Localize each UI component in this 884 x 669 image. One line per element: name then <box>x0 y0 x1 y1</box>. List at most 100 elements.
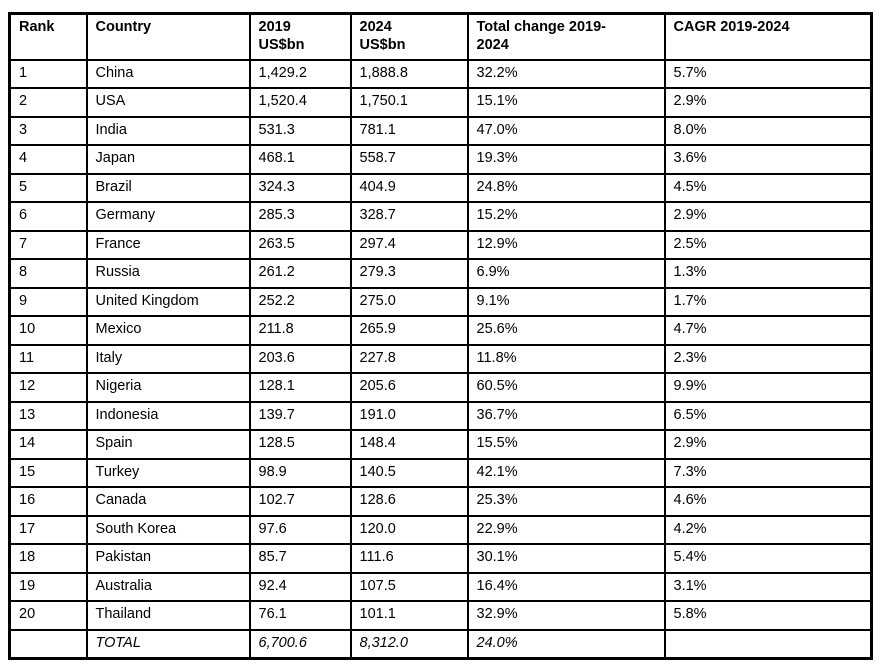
cell-total-change: 60.5% <box>466 372 666 403</box>
cell-y2019: 531.3 <box>248 115 352 146</box>
cell-cagr: 6.5% <box>663 400 873 431</box>
cell-cagr: 3.6% <box>663 144 873 175</box>
cell-cagr: 2.3% <box>663 343 873 374</box>
cell-y2024: 107.5 <box>349 571 469 602</box>
cell-rank: 3 <box>8 115 88 146</box>
cell-rank: 2 <box>8 87 88 118</box>
table-row: 4 Japan 468.1 558.7 19.3% 3.6% <box>8 144 873 175</box>
table-row: 9 United Kingdom 252.2 275.0 9.1% 1.7% <box>8 286 873 317</box>
column-header-cagr: CAGR 2019-2024 <box>663 12 873 61</box>
column-header-y2019: 2019 US$bn <box>248 12 352 61</box>
cell-y2024: 275.0 <box>349 286 469 317</box>
cell-y2024: 279.3 <box>349 258 469 289</box>
total-row: TOTAL 6,700.6 8,312.0 24.0% <box>8 628 873 659</box>
cell-country: Indonesia <box>85 400 251 431</box>
cell-rank: 9 <box>8 286 88 317</box>
cell-cagr: 9.9% <box>663 372 873 403</box>
cell-rank: 5 <box>8 172 88 203</box>
cell-rank: 11 <box>8 343 88 374</box>
cell-total-change: 9.1% <box>466 286 666 317</box>
cell-rank: 4 <box>8 144 88 175</box>
cell-total-change: 24.8% <box>466 172 666 203</box>
cell-y2024: 1,750.1 <box>349 87 469 118</box>
column-header-total-change: Total change 2019- 2024 <box>466 12 666 61</box>
table-row: 2 USA 1,520.4 1,750.1 15.1% 2.9% <box>8 87 873 118</box>
table-row: 15 Turkey 98.9 140.5 42.1% 7.3% <box>8 457 873 488</box>
cell-cagr <box>663 628 873 659</box>
cell-cagr: 4.2% <box>663 514 873 545</box>
table-row: 17 South Korea 97.6 120.0 22.9% 4.2% <box>8 514 873 545</box>
cell-country: Thailand <box>85 600 251 631</box>
cell-y2024: 404.9 <box>349 172 469 203</box>
cell-country: United Kingdom <box>85 286 251 317</box>
table-row: 20 Thailand 76.1 101.1 32.9% 5.8% <box>8 600 873 631</box>
table-row: 1 China 1,429.2 1,888.8 32.2% 5.7% <box>8 58 873 89</box>
table-row: 13 Indonesia 139.7 191.0 36.7% 6.5% <box>8 400 873 431</box>
cell-y2024: 265.9 <box>349 315 469 346</box>
cell-country: Italy <box>85 343 251 374</box>
cell-country: India <box>85 115 251 146</box>
cell-total-change: 32.2% <box>466 58 666 89</box>
cell-country: Australia <box>85 571 251 602</box>
cell-y2019: 285.3 <box>248 201 352 232</box>
cell-country: Pakistan <box>85 543 251 574</box>
table-row: 12 Nigeria 128.1 205.6 60.5% 9.9% <box>8 372 873 403</box>
cell-y2019: 102.7 <box>248 486 352 517</box>
cell-country: Germany <box>85 201 251 232</box>
cell-rank: 20 <box>8 600 88 631</box>
cell-cagr: 5.4% <box>663 543 873 574</box>
cell-cagr: 4.6% <box>663 486 873 517</box>
cell-total-change: 16.4% <box>466 571 666 602</box>
cell-total-change: 22.9% <box>466 514 666 545</box>
table-row: 19 Australia 92.4 107.5 16.4% 3.1% <box>8 571 873 602</box>
cell-y2024: 8,312.0 <box>349 628 469 659</box>
cell-total-change: 42.1% <box>466 457 666 488</box>
cell-y2024: 328.7 <box>349 201 469 232</box>
cell-country: TOTAL <box>85 628 251 659</box>
cell-y2024: 101.1 <box>349 600 469 631</box>
cell-rank: 10 <box>8 315 88 346</box>
cell-total-change: 11.8% <box>466 343 666 374</box>
cell-total-change: 30.1% <box>466 543 666 574</box>
cell-y2024: 297.4 <box>349 229 469 260</box>
table-row: 18 Pakistan 85.7 111.6 30.1% 5.4% <box>8 543 873 574</box>
cell-total-change: 15.5% <box>466 429 666 460</box>
cell-y2024: 140.5 <box>349 457 469 488</box>
cell-total-change: 36.7% <box>466 400 666 431</box>
cell-rank: 14 <box>8 429 88 460</box>
table-row: 6 Germany 285.3 328.7 15.2% 2.9% <box>8 201 873 232</box>
cell-total-change: 19.3% <box>466 144 666 175</box>
cell-y2019: 76.1 <box>248 600 352 631</box>
cell-total-change: 15.2% <box>466 201 666 232</box>
cell-y2019: 97.6 <box>248 514 352 545</box>
cell-y2019: 468.1 <box>248 144 352 175</box>
header-row: Rank Country 2019 US$bn 2024 US$bn Total cha… <box>8 12 873 61</box>
cell-country: South Korea <box>85 514 251 545</box>
table-row: 7 France 263.5 297.4 12.9% 2.5% <box>8 229 873 260</box>
cell-y2019: 128.1 <box>248 372 352 403</box>
cell-y2024: 227.8 <box>349 343 469 374</box>
cell-rank: 15 <box>8 457 88 488</box>
cell-y2024: 781.1 <box>349 115 469 146</box>
cell-total-change: 6.9% <box>466 258 666 289</box>
cell-country: Spain <box>85 429 251 460</box>
cell-cagr: 4.7% <box>663 315 873 346</box>
cell-y2019: 92.4 <box>248 571 352 602</box>
cell-y2024: 120.0 <box>349 514 469 545</box>
cell-y2019: 6,700.6 <box>248 628 352 659</box>
cell-y2019: 85.7 <box>248 543 352 574</box>
cell-rank: 6 <box>8 201 88 232</box>
cell-y2019: 128.5 <box>248 429 352 460</box>
cell-rank: 1 <box>8 58 88 89</box>
cell-rank <box>8 628 88 659</box>
column-header-y2024: 2024 US$bn <box>349 12 469 61</box>
top20-markets-table: Rank Country 2019 US$bn 2024 US$bn Total cha… <box>8 12 873 660</box>
cell-country: USA <box>85 87 251 118</box>
cell-country: Mexico <box>85 315 251 346</box>
cell-country: Brazil <box>85 172 251 203</box>
cell-y2019: 1,520.4 <box>248 87 352 118</box>
cell-total-change: 25.3% <box>466 486 666 517</box>
cell-y2019: 203.6 <box>248 343 352 374</box>
cell-y2024: 191.0 <box>349 400 469 431</box>
cell-rank: 12 <box>8 372 88 403</box>
